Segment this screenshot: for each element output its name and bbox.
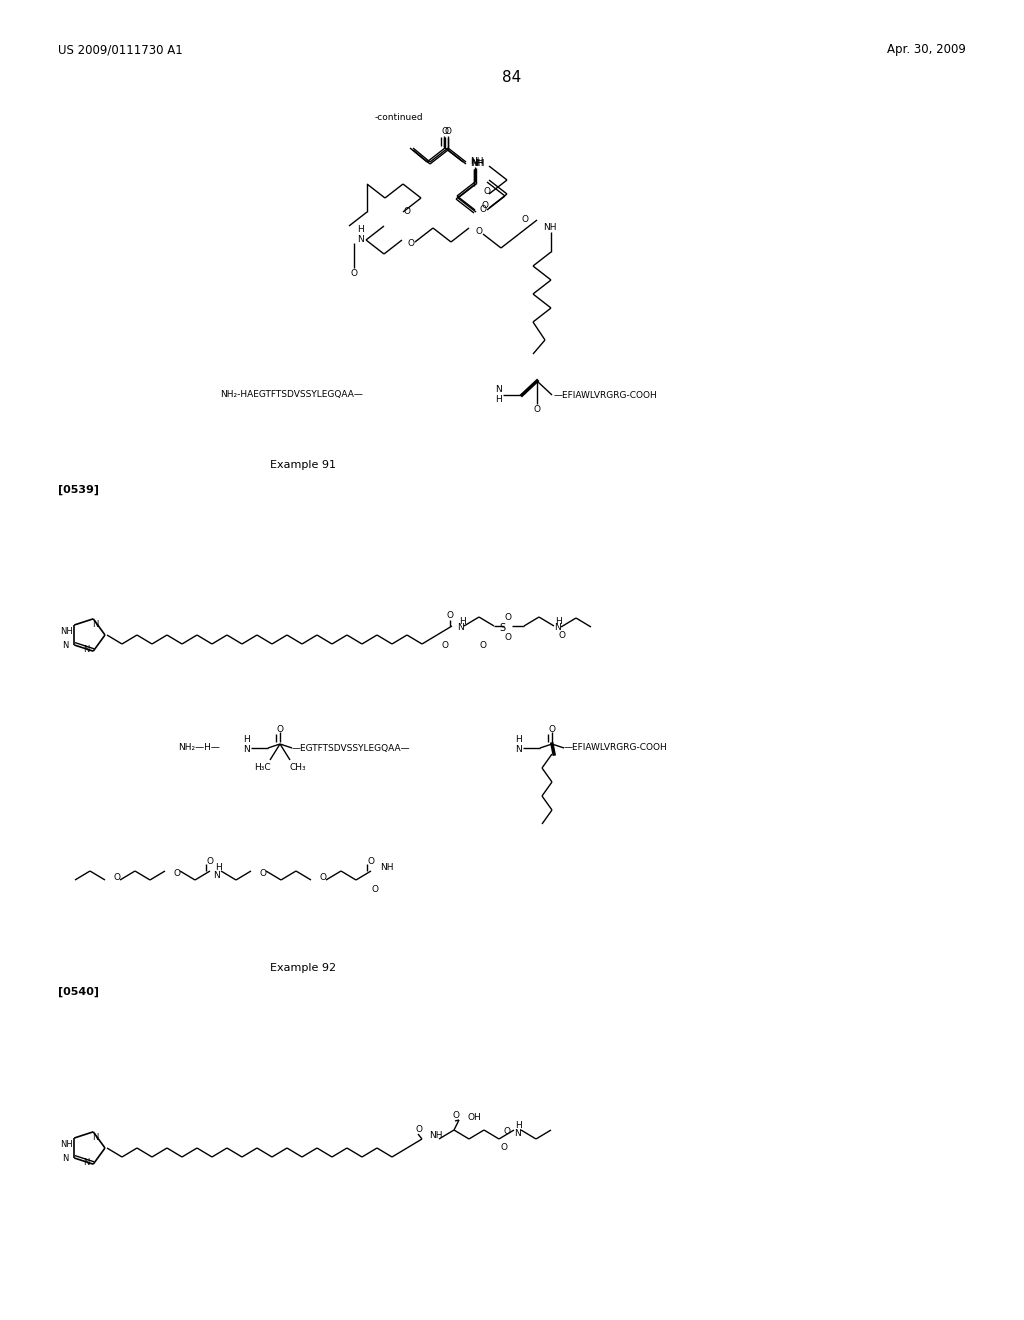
Text: O: O — [505, 634, 512, 643]
Text: [0540]: [0540] — [58, 987, 99, 997]
Text: O: O — [372, 884, 379, 894]
Text: -continued: -continued — [375, 114, 424, 123]
Text: O: O — [476, 227, 483, 236]
Text: O: O — [534, 405, 541, 414]
Text: O: O — [259, 870, 266, 879]
Text: O: O — [408, 239, 415, 248]
Text: O: O — [505, 614, 512, 623]
Text: NH: NH — [59, 627, 73, 635]
Text: N: N — [495, 385, 502, 395]
Text: N: N — [213, 870, 220, 879]
Text: H: H — [516, 1122, 522, 1130]
Text: N: N — [514, 1129, 521, 1138]
Text: O: O — [521, 215, 528, 224]
Text: CH₃: CH₃ — [290, 763, 306, 772]
Text: O: O — [482, 202, 489, 210]
Text: H: H — [459, 618, 465, 627]
Text: N: N — [515, 744, 521, 754]
Text: [0539]: [0539] — [58, 484, 99, 495]
Text: O: O — [368, 858, 375, 866]
Text: O: O — [350, 268, 357, 277]
Text: NH: NH — [470, 157, 483, 166]
Text: N: N — [62, 642, 69, 651]
Text: N: N — [92, 1134, 98, 1142]
Text: H: H — [495, 395, 502, 404]
Text: O: O — [416, 1126, 423, 1134]
Text: O: O — [446, 611, 454, 620]
Text: O: O — [207, 858, 213, 866]
Text: O: O — [480, 206, 487, 214]
Text: NH: NH — [543, 223, 556, 232]
Text: OH: OH — [468, 1113, 481, 1122]
Text: H: H — [515, 734, 521, 743]
Text: O: O — [483, 187, 490, 197]
Text: O: O — [558, 631, 565, 639]
Text: O: O — [276, 725, 284, 734]
Text: O: O — [441, 128, 449, 136]
Text: O: O — [453, 1110, 460, 1119]
Text: 84: 84 — [503, 70, 521, 86]
Text: O: O — [444, 128, 452, 136]
Text: O: O — [173, 870, 180, 879]
Text: NH: NH — [380, 863, 393, 873]
Text: H: H — [215, 863, 221, 873]
Text: O: O — [319, 874, 326, 883]
Text: US 2009/0111730 A1: US 2009/0111730 A1 — [58, 44, 182, 57]
Text: N: N — [554, 623, 561, 631]
Text: —EFIAWLVRGRG-COOH: —EFIAWLVRGRG-COOH — [564, 743, 668, 752]
Text: Apr. 30, 2009: Apr. 30, 2009 — [887, 44, 966, 57]
Text: N: N — [62, 1155, 69, 1163]
Text: N: N — [83, 1158, 89, 1167]
Text: N: N — [83, 644, 89, 653]
Text: O: O — [441, 642, 449, 651]
Text: NH₂-HAEGTFTSDVSSYLEGQAA—: NH₂-HAEGTFTSDVSSYLEGQAA— — [220, 391, 362, 400]
Text: NH₂—H—: NH₂—H— — [178, 743, 220, 752]
Text: H₃C: H₃C — [254, 763, 270, 772]
Text: O: O — [549, 725, 555, 734]
Text: N: N — [92, 620, 98, 630]
Text: Example 91: Example 91 — [270, 459, 336, 470]
Text: Example 92: Example 92 — [270, 964, 336, 973]
Text: O: O — [501, 1143, 508, 1152]
Text: O: O — [113, 874, 120, 883]
Text: O: O — [504, 1127, 511, 1137]
Text: H: H — [556, 618, 562, 627]
Text: N: N — [243, 744, 250, 754]
Text: H: H — [243, 734, 250, 743]
Text: O: O — [403, 207, 410, 216]
Text: N: N — [457, 623, 464, 632]
Text: S: S — [499, 623, 505, 634]
Text: O: O — [479, 642, 486, 651]
Text: N: N — [356, 235, 364, 243]
Text: NH: NH — [429, 1131, 442, 1140]
Text: NH: NH — [471, 158, 484, 168]
Text: NH: NH — [59, 1139, 73, 1148]
Text: —EFIAWLVRGRG-COOH: —EFIAWLVRGRG-COOH — [554, 391, 657, 400]
Text: —EGTFTSDVSSYLEGQAA—: —EGTFTSDVSSYLEGQAA— — [292, 743, 411, 752]
Text: NH: NH — [470, 160, 483, 169]
Text: H: H — [356, 226, 364, 235]
